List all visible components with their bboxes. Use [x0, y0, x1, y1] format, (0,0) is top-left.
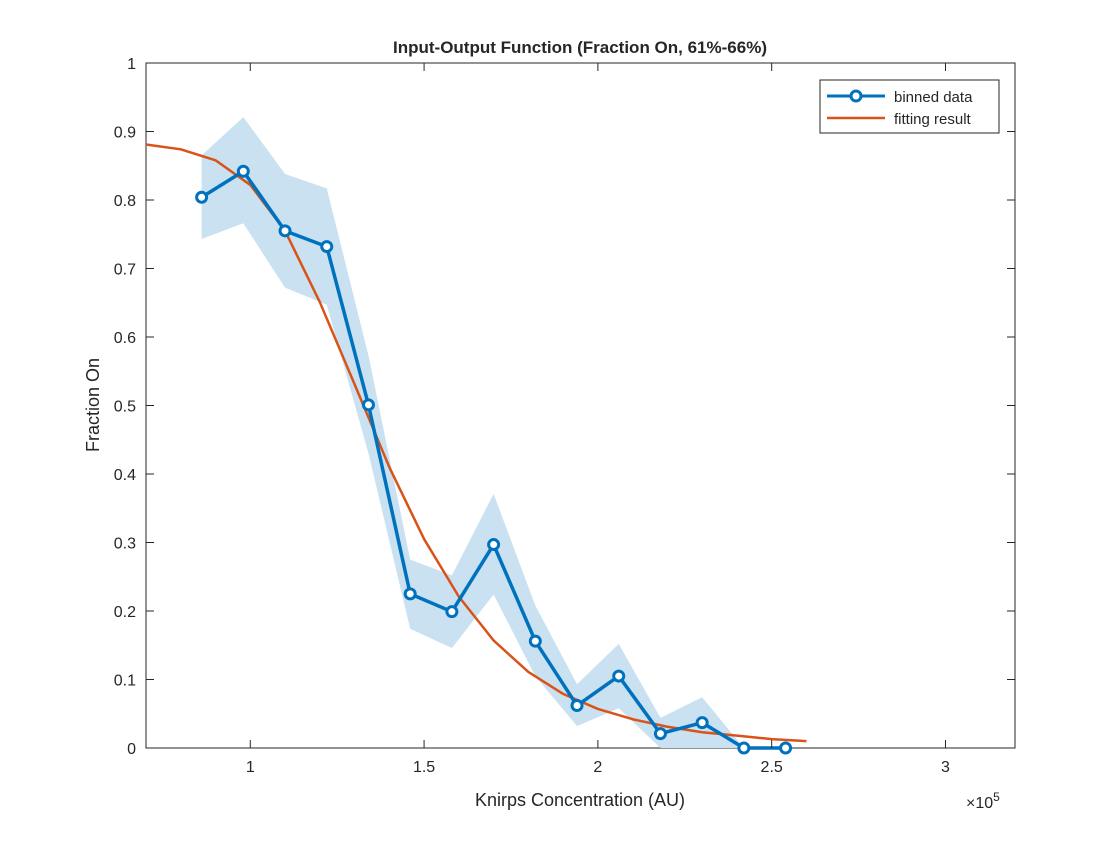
legend-box: [819, 79, 1000, 134]
y-tick-label: 0.3: [114, 536, 136, 553]
data-point: [528, 634, 542, 648]
y-axis-label: Fraction On: [83, 358, 103, 452]
y-tick-label: 0: [127, 741, 136, 758]
data-point: [570, 699, 584, 713]
data-point: [320, 240, 334, 254]
data-series: [195, 164, 793, 755]
fit-line: [145, 143, 807, 743]
x-exponent-label: ×105: [966, 790, 1000, 812]
y-tick-label: 0.9: [114, 125, 136, 142]
axes: 1 1.5 2 2.5 3 0 0.1 0.2 0.3 0.4 0.5 0.6 0.7 0.8 0.9 1: [114, 56, 1015, 776]
data-point: [653, 727, 667, 741]
y-tick-label: 0.7: [114, 262, 136, 279]
legend-binned-marker: [849, 89, 863, 103]
data-point: [695, 716, 709, 730]
data-point: [403, 587, 417, 601]
fit-series: [145, 143, 807, 743]
data-point: [236, 164, 250, 178]
legend: binned data fitting result: [819, 79, 1000, 134]
x-tick-label: 2.5: [761, 759, 783, 776]
data-point: [361, 398, 375, 412]
x-tick-label: 1.5: [413, 759, 435, 776]
error-band: [201, 117, 786, 749]
data-point: [195, 190, 209, 204]
data-point: [612, 669, 626, 683]
data-point: [779, 741, 793, 755]
legend-fit-label: fitting result: [894, 111, 972, 128]
x-tick-label: 2: [593, 759, 602, 776]
y-tick-label: 0.4: [114, 467, 136, 484]
data-point: [487, 538, 501, 552]
chart-title: Input-Output Function (Fraction On, 61%-…: [393, 38, 767, 57]
y-tick-label: 0.2: [114, 604, 136, 621]
x-tick-label: 1: [246, 759, 255, 776]
x-exponent-power: 5: [993, 790, 1000, 804]
y-tick-label: 0.1: [114, 673, 136, 690]
data-point: [737, 741, 751, 755]
y-tick-label: 1: [127, 56, 136, 73]
legend-binned-label: binned data: [894, 89, 973, 106]
x-tick-label: 3: [941, 759, 950, 776]
x-axis-label: Knirps Concentration (AU): [475, 790, 685, 810]
y-tick-label: 0.5: [114, 399, 136, 416]
data-point: [445, 605, 459, 619]
data-point: [278, 224, 292, 238]
y-tick-label: 0.8: [114, 193, 136, 210]
y-tick-label: 0.6: [114, 330, 136, 347]
